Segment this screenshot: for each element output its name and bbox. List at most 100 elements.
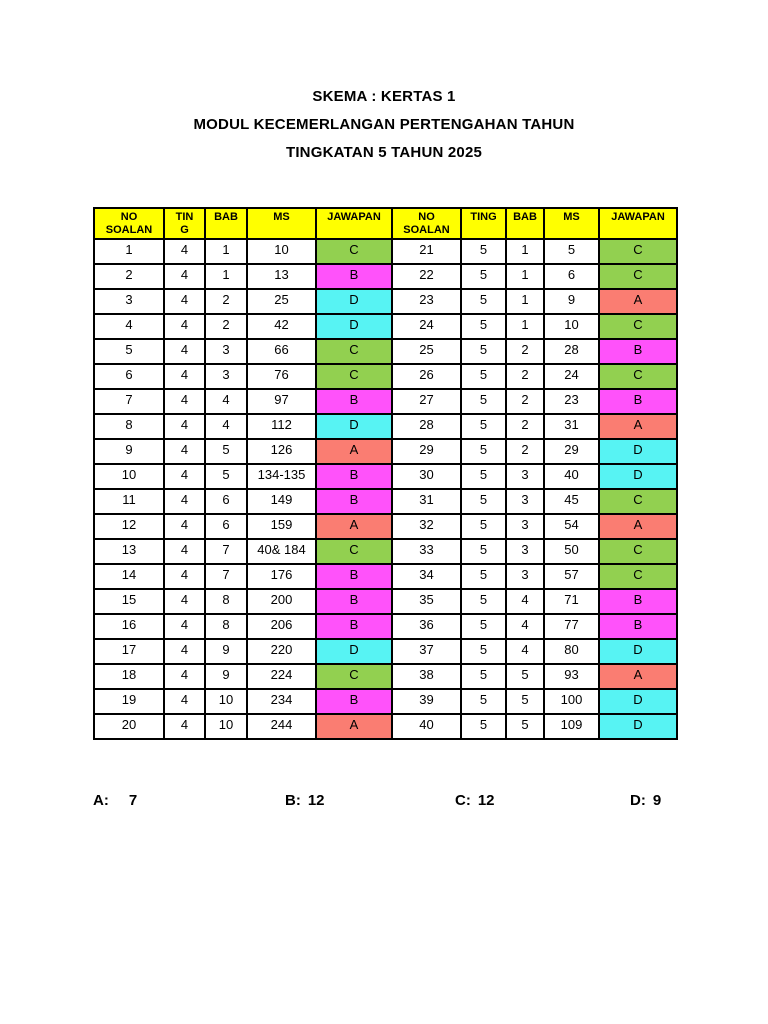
answer-cell: D <box>315 313 393 340</box>
cell-ms: 9 <box>543 288 600 315</box>
cell-ms: 224 <box>246 663 317 690</box>
table-header-row: NO SOALAN TIN G BAB MS JAWAPAN NO SOALAN TING B… <box>93 207 678 240</box>
count-b-label: B: <box>285 792 301 809</box>
column-header: JAWAPAN <box>598 207 678 240</box>
answer-key-table: NO SOALAN TIN G BAB MS JAWAPAN NO SOALAN TING B… <box>93 207 678 740</box>
answer-cell: B <box>315 688 393 715</box>
cell-bab: 2 <box>505 363 545 390</box>
answer-cell: B <box>315 588 393 615</box>
cell-ms: 42 <box>246 313 317 340</box>
cell-bab: 4 <box>505 588 545 615</box>
cell-ms: 93 <box>543 663 600 690</box>
cell-ting: 4 <box>163 588 206 615</box>
cell-no: 23 <box>391 288 462 315</box>
cell-ting: 5 <box>460 613 507 640</box>
cell-bab: 1 <box>204 263 248 290</box>
cell-ms: 77 <box>543 613 600 640</box>
cell-bab: 2 <box>505 338 545 365</box>
table-row: 3 4 2 25 D 23 5 1 9 A <box>93 288 678 315</box>
cell-no: 37 <box>391 638 462 665</box>
cell-ms: 6 <box>543 263 600 290</box>
cell-bab: 4 <box>204 413 248 440</box>
table-row: 6 4 3 76 C 26 5 2 24 C <box>93 363 678 390</box>
cell-bab: 3 <box>505 563 545 590</box>
cell-ting: 5 <box>460 638 507 665</box>
cell-bab: 8 <box>204 613 248 640</box>
count-d-label: D: <box>630 792 646 809</box>
count-a: A: 7 <box>93 792 137 809</box>
answer-cell: C <box>598 363 678 390</box>
cell-bab: 1 <box>505 238 545 265</box>
column-header: MS <box>543 207 600 240</box>
cell-bab: 3 <box>505 488 545 515</box>
count-b-value: 12 <box>307 792 325 809</box>
cell-ms: 176 <box>246 563 317 590</box>
column-header: TIN G <box>163 207 206 240</box>
answer-cell: C <box>598 238 678 265</box>
cell-ting: 5 <box>460 538 507 565</box>
answer-cell: C <box>315 363 393 390</box>
table-row: 10 4 5 134-135 B 30 5 3 40 D <box>93 463 678 490</box>
cell-no: 20 <box>93 713 165 740</box>
cell-ms: 244 <box>246 713 317 740</box>
count-c-label: C: <box>455 792 471 809</box>
document-subtitle: MODUL KECEMERLANGAN PERTENGAHAN TAHUN <box>193 116 575 133</box>
cell-ting: 4 <box>163 438 206 465</box>
answer-cell: A <box>315 513 393 540</box>
cell-ms: 54 <box>543 513 600 540</box>
cell-no: 40 <box>391 713 462 740</box>
cell-ms: 76 <box>246 363 317 390</box>
column-header: NO SOALAN <box>93 207 165 240</box>
table-body: 1 4 1 10 C 21 5 1 5 C 2 4 1 13 B 22 5 1 6 C 3 4 2 25 D 23 5 1 9 A 4 4 2 4… <box>93 238 678 740</box>
table-row: 17 4 9 220 D 37 5 4 80 D <box>93 638 678 665</box>
cell-ting: 4 <box>163 338 206 365</box>
cell-no: 13 <box>93 538 165 565</box>
cell-bab: 2 <box>204 313 248 340</box>
cell-no: 25 <box>391 338 462 365</box>
column-header: MS <box>246 207 317 240</box>
document-title: SKEMA : KERTAS 1 <box>312 88 456 105</box>
cell-ms: 206 <box>246 613 317 640</box>
cell-bab: 5 <box>204 438 248 465</box>
answer-cell: D <box>598 463 678 490</box>
cell-ting: 4 <box>163 538 206 565</box>
cell-bab: 10 <box>204 713 248 740</box>
cell-ting: 5 <box>460 313 507 340</box>
cell-ting: 5 <box>460 413 507 440</box>
cell-ms: 10 <box>543 313 600 340</box>
table-row: 15 4 8 200 B 35 5 4 71 B <box>93 588 678 615</box>
cell-no: 9 <box>93 438 165 465</box>
cell-ting: 4 <box>163 238 206 265</box>
answer-cell: C <box>315 663 393 690</box>
cell-ms: 97 <box>246 388 317 415</box>
cell-no: 26 <box>391 363 462 390</box>
answer-cell: B <box>315 613 393 640</box>
cell-ting: 4 <box>163 688 206 715</box>
answer-cell: B <box>315 488 393 515</box>
cell-no: 19 <box>93 688 165 715</box>
answer-cell: D <box>315 413 393 440</box>
table-row: 5 4 3 66 C 25 5 2 28 B <box>93 338 678 365</box>
cell-no: 21 <box>391 238 462 265</box>
cell-no: 12 <box>93 513 165 540</box>
table-row: 1 4 1 10 C 21 5 1 5 C <box>93 238 678 265</box>
answer-table-container: NO SOALAN TIN G BAB MS JAWAPAN NO SOALAN TING B… <box>93 207 768 740</box>
cell-ting: 5 <box>460 563 507 590</box>
cell-ting: 5 <box>460 713 507 740</box>
count-b: B: 12 <box>285 792 325 809</box>
answer-cell: D <box>315 638 393 665</box>
answer-cell: D <box>598 438 678 465</box>
cell-bab: 3 <box>204 338 248 365</box>
cell-ting: 4 <box>163 313 206 340</box>
column-header: BAB <box>505 207 545 240</box>
answer-cell: B <box>315 388 393 415</box>
table-row: 16 4 8 206 B 36 5 4 77 B <box>93 613 678 640</box>
cell-ting: 4 <box>163 513 206 540</box>
cell-no: 4 <box>93 313 165 340</box>
cell-ting: 5 <box>460 688 507 715</box>
answer-cell: B <box>598 613 678 640</box>
answer-cell: D <box>315 288 393 315</box>
cell-no: 34 <box>391 563 462 590</box>
table-row: 19 4 10 234 B 39 5 5 100 D <box>93 688 678 715</box>
